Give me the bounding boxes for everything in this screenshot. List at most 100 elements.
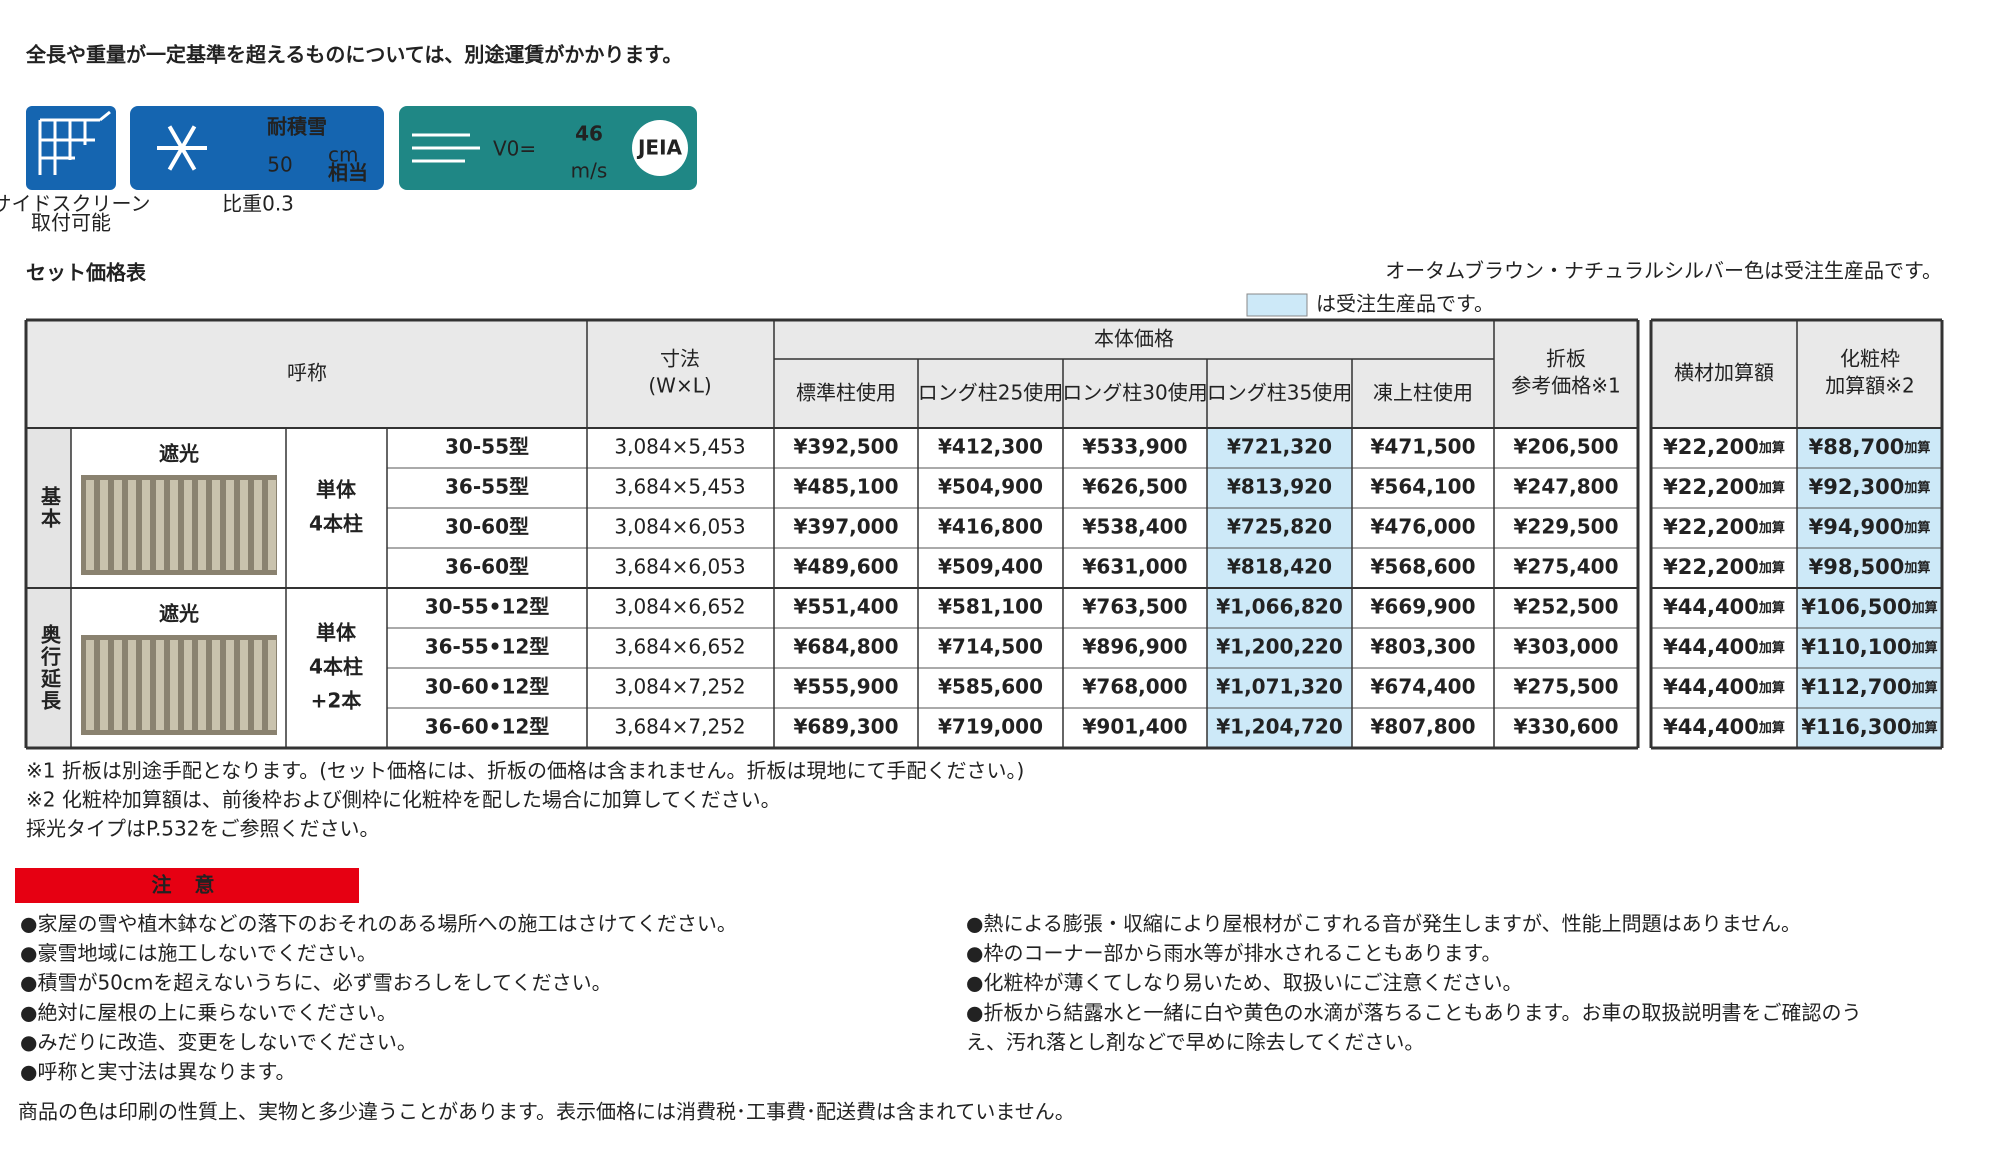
header-cell: 凍上柱使用: [1373, 381, 1473, 405]
price-cell: ¥397,000: [793, 515, 898, 539]
photo-slat: [240, 640, 248, 730]
photo-slat: [226, 640, 234, 730]
header-cell: 化粧枠: [1840, 347, 1900, 371]
photo-slat: [156, 640, 164, 730]
snow-value: 50: [267, 153, 292, 177]
price-cell: ¥719,000: [938, 715, 1043, 739]
photo-slat: [128, 480, 136, 570]
type-label: 単体: [316, 621, 357, 645]
price-cell: ¥1,200,220: [1216, 635, 1343, 659]
model-cell: 36-60•12型: [425, 715, 550, 739]
type-label: 単体: [316, 478, 357, 502]
header-cell: ロング柱35使用: [1207, 381, 1352, 405]
addition-cell: ¥44,400加算: [1663, 635, 1785, 659]
wind-value: 46: [575, 122, 603, 146]
photo-slat: [268, 480, 276, 570]
price-cell: ¥768,000: [1082, 675, 1187, 699]
snow-unit: cm: [328, 143, 358, 167]
caution-item: ●呼称と実寸法は異なります。: [20, 1060, 295, 1084]
photo-slat: [184, 640, 192, 730]
photo-slat: [170, 480, 178, 570]
price-text: ¥92,300: [1809, 475, 1905, 499]
suffix-text: 加算: [1758, 680, 1785, 696]
caution-item: ●枠のコーナー部から雨水等が排水されることもあります。: [966, 941, 1501, 965]
price-cell: ¥485,100: [793, 475, 898, 499]
suffix-text: 加算: [1758, 440, 1785, 456]
photo-slat: [114, 640, 122, 730]
price-cell: ¥551,400: [793, 595, 898, 619]
model-cell: 36-55•12型: [425, 635, 550, 659]
snow-unit: 相当: [328, 161, 368, 185]
footer-note: 商品の色は印刷の性質上、実物と多少違うことがあります。表示価格には消費税･工事費…: [18, 1100, 1075, 1124]
photo-slat: [156, 480, 164, 570]
price-text: ¥44,400: [1663, 715, 1759, 739]
price-text: ¥112,700: [1801, 675, 1911, 699]
snowflake-line: [167, 125, 197, 171]
header-cell: ロング柱30使用: [1062, 381, 1207, 405]
price-cell: ¥1,204,720: [1216, 715, 1343, 739]
wind-unit: m/s: [571, 159, 608, 183]
suffix-text: 加算: [1911, 640, 1938, 656]
header-cell: 本体価格: [1094, 327, 1174, 351]
price-cell: ¥509,400: [938, 555, 1043, 579]
price-cell: ¥206,500: [1513, 435, 1618, 459]
price-cell: ¥476,000: [1370, 515, 1475, 539]
addition-cell: ¥94,900加算: [1809, 515, 1931, 539]
price-cell: ¥721,320: [1227, 435, 1332, 459]
header-cell: 参考価格※1: [1511, 374, 1620, 398]
photo-slat: [86, 640, 94, 730]
price-text: ¥88,700: [1809, 435, 1905, 459]
photo-slat: [254, 640, 262, 730]
type-label: 4本柱: [309, 655, 363, 679]
snow-label: 耐積雪: [267, 115, 327, 139]
addition-cell: ¥106,500加算: [1801, 595, 1937, 619]
size-cell: 3,684×6,053: [614, 555, 745, 579]
price-cell: ¥330,600: [1513, 715, 1618, 739]
addition-cell: ¥44,400加算: [1663, 595, 1785, 619]
price-cell: ¥585,600: [938, 675, 1043, 699]
price-text: ¥22,200: [1663, 435, 1759, 459]
wind-badge: [399, 106, 697, 190]
group-label: 奥行延長: [38, 623, 62, 712]
jeia-logo: [632, 120, 688, 176]
price-cell: ¥252,500: [1513, 595, 1618, 619]
photo-slat: [212, 480, 220, 570]
caution-item: ●熱による膨張・収縮により屋根材がこすれる音が発生しますが、性能上問題はありませ…: [966, 912, 1801, 936]
icon-line: [99, 110, 111, 122]
price-text: ¥106,500: [1801, 595, 1911, 619]
price-cell: ¥533,900: [1082, 435, 1187, 459]
price-cell: ¥471,500: [1370, 435, 1475, 459]
price-cell: ¥901,400: [1082, 715, 1187, 739]
model-cell: 36-60型: [445, 555, 529, 579]
price-cell: ¥392,500: [793, 435, 898, 459]
photo-slat: [114, 480, 122, 570]
photo-slat: [86, 480, 94, 570]
header-cell: 加算額※2: [1825, 374, 1914, 398]
photo-slat: [170, 640, 178, 730]
suffix-text: 加算: [1911, 720, 1938, 736]
suffix-text: 加算: [1758, 600, 1785, 616]
size-cell: 3,684×6,652: [614, 635, 745, 659]
price-text: ¥110,100: [1801, 635, 1911, 659]
caution-item: ●豪雪地域には施工しないでください。: [20, 941, 377, 965]
size-cell: 3,684×7,252: [614, 715, 745, 739]
size-cell: 3,084×7,252: [614, 675, 745, 699]
suffix-text: 加算: [1758, 640, 1785, 656]
price-text: ¥98,500: [1809, 555, 1905, 579]
header-cell: ロング柱25使用: [918, 381, 1063, 405]
price-cell: ¥247,800: [1513, 475, 1618, 499]
caution-item: ●家屋の雪や植木鉢などの落下のおそれのある場所への施工はさけてください。: [20, 912, 737, 936]
photo-slat: [268, 640, 276, 730]
suffix-text: 加算: [1758, 560, 1785, 576]
order-note: は受注生産品です。: [1316, 292, 1494, 316]
image-label: 遮光: [159, 602, 199, 626]
group-label: 基本: [38, 486, 62, 530]
price-cell: ¥803,300: [1370, 635, 1475, 659]
price-cell: ¥412,300: [938, 435, 1043, 459]
caution-title: 注 意: [152, 873, 223, 897]
jeia-text: JEIA: [636, 136, 683, 160]
caution-item: ●折板から結露水と一緒に白や黄色の水滴が落ちることもあります。お車の取扱説明書を…: [966, 1000, 1861, 1024]
size-cell: 3,684×5,453: [614, 475, 745, 499]
